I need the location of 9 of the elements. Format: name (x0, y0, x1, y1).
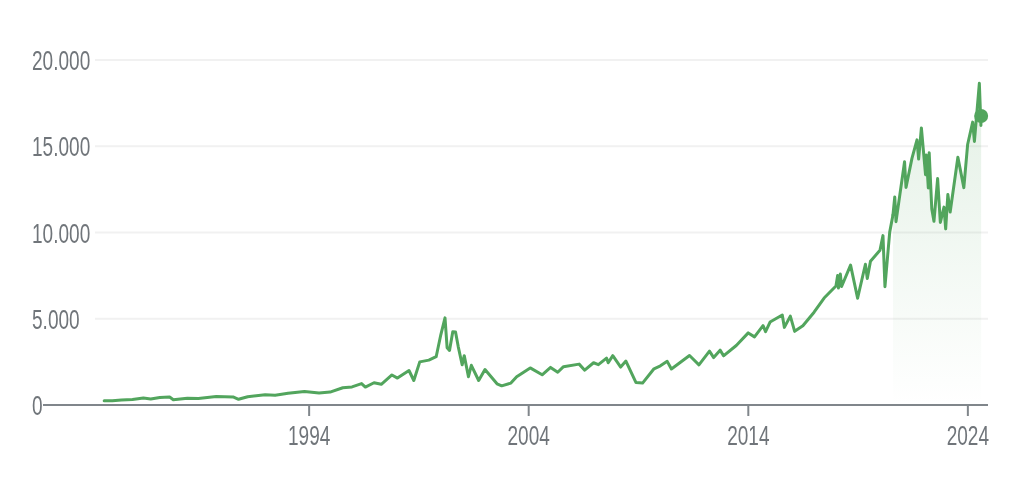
y-tick-label: 0 (32, 389, 43, 421)
x-tick-label: 2014 (727, 419, 770, 451)
x-tick-label: 2024 (946, 419, 990, 451)
y-tick-label: 10.000 (32, 216, 91, 249)
y-tick-label: 5.000 (32, 303, 80, 335)
x-tick-label: 1994 (287, 419, 331, 451)
y-tick-label: 15.000 (32, 130, 91, 163)
x-tick-label: 2004 (507, 419, 550, 451)
y-tick-label: 20.000 (32, 44, 91, 76)
